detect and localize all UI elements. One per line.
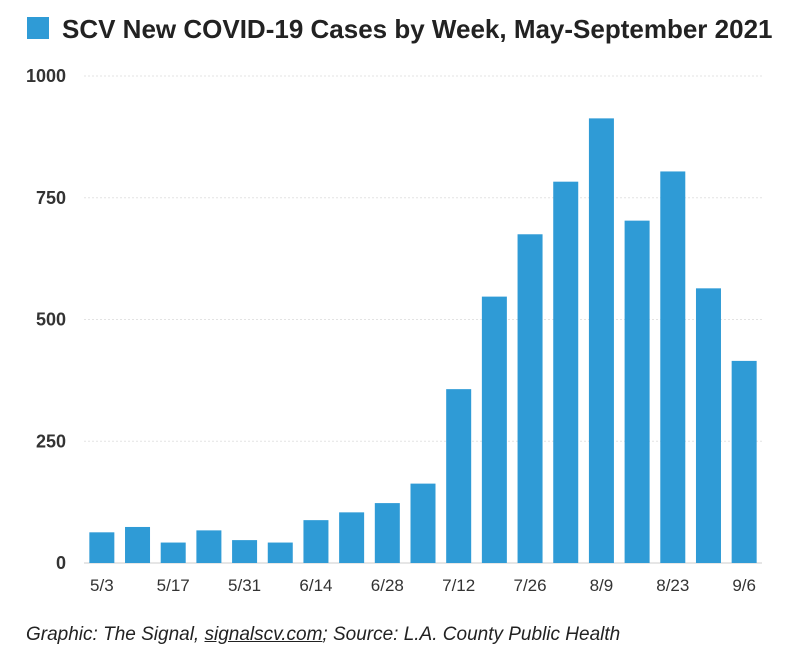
bar <box>339 512 365 563</box>
x-tick-label: 8/9 <box>590 576 614 595</box>
bar <box>196 530 222 563</box>
bar <box>695 288 721 563</box>
x-tick-label: 7/12 <box>442 576 475 595</box>
x-tick-label: 6/28 <box>371 576 404 595</box>
bar <box>517 234 543 563</box>
legend-swatch <box>27 17 49 39</box>
bar <box>160 542 186 563</box>
x-tick-label: 6/14 <box>299 576 332 595</box>
bar-series <box>89 118 757 563</box>
source-caption: Graphic: The Signal, signalscv.com; Sour… <box>26 624 620 646</box>
y-axis: 0 250 500 750 1000 <box>26 66 66 573</box>
chart: SCV New COVID-19 Cases by Week, May-Sept… <box>26 14 773 595</box>
bar <box>660 171 686 563</box>
x-axis: 5/3 5/17 5/31 6/14 6/28 7/12 7/26 8/9 8/23 9/6 <box>90 576 756 595</box>
chart-title: SCV New COVID-19 Cases by Week, May-Sept… <box>62 14 773 44</box>
x-tick-label: 8/23 <box>656 576 689 595</box>
x-tick-label: 7/26 <box>514 576 547 595</box>
bar <box>267 542 293 563</box>
y-tick-label: 0 <box>56 553 66 573</box>
bar <box>446 389 472 563</box>
y-tick-label: 1000 <box>26 66 66 86</box>
caption-prefix: Graphic: The Signal, <box>26 624 205 645</box>
bar <box>303 520 329 563</box>
bar <box>731 360 757 563</box>
caption-suffix: ; Source: L.A. County Public Health <box>322 624 621 645</box>
bar <box>232 540 258 563</box>
source-link[interactable]: signalscv.com <box>204 624 323 645</box>
x-tick-label: 5/31 <box>228 576 261 595</box>
bar <box>481 296 507 563</box>
bar <box>588 118 614 563</box>
bar <box>374 503 400 563</box>
bar <box>125 526 151 563</box>
y-tick-label: 500 <box>36 310 66 330</box>
y-tick-label: 250 <box>36 431 66 451</box>
x-tick-label: 9/6 <box>732 576 756 595</box>
x-tick-label: 5/17 <box>157 576 190 595</box>
bar <box>89 532 115 563</box>
y-tick-label: 750 <box>36 188 66 208</box>
bar <box>410 483 436 563</box>
bar <box>624 220 650 563</box>
bar <box>553 181 579 563</box>
x-tick-label: 5/3 <box>90 576 114 595</box>
